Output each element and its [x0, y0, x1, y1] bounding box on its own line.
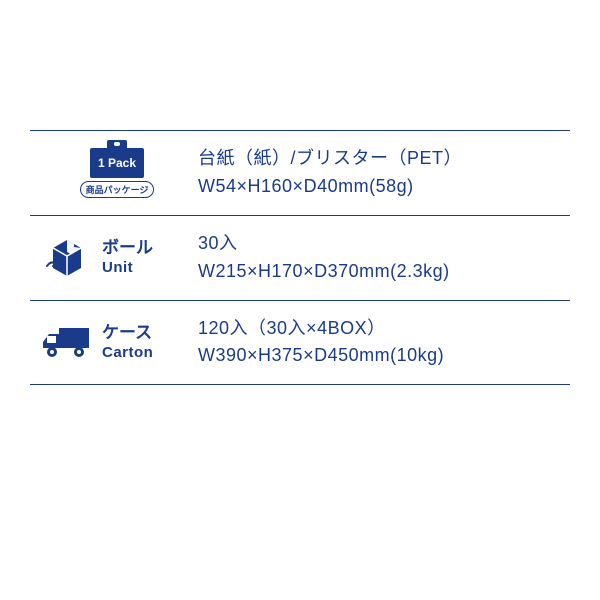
pack-icon: 1 Pack 商品パッケージ: [80, 148, 155, 198]
unit-spec-line2: W215×H170×D370mm(2.3kg): [198, 261, 450, 281]
box-icon: [43, 236, 91, 280]
row-pack: 1 Pack 商品パッケージ 台紙（紙）/ブリスター（PET） W54×H160…: [30, 130, 570, 216]
unit-icon-cell: [36, 236, 98, 280]
carton-label-jp: ケース: [102, 323, 198, 343]
pack-icon-sublabel: 商品パッケージ: [80, 181, 155, 198]
pack-icon-cell: 1 Pack 商品パッケージ: [36, 148, 198, 198]
carton-spec: 120入（30入×4BOX） W390×H375×D450mm(10kg): [198, 315, 570, 371]
unit-label-en: Unit: [102, 259, 198, 277]
pack-icon-label: 1 Pack: [98, 156, 136, 170]
unit-spec: 30入 W215×H170×D370mm(2.3kg): [198, 230, 570, 286]
pack-tab-icon: [107, 140, 127, 150]
row-unit: ボール Unit 30入 W215×H170×D370mm(2.3kg): [30, 215, 570, 301]
carton-spec-line2: W390×H375×D450mm(10kg): [198, 345, 444, 365]
pack-card: 1 Pack: [90, 148, 144, 178]
pack-spec: 台紙（紙）/ブリスター（PET） W54×H160×D40mm(58g): [198, 145, 570, 201]
carton-spec-line1: 120入（30入×4BOX）: [198, 318, 386, 338]
carton-label: ケース Carton: [98, 323, 198, 361]
unit-label-jp: ボール: [102, 238, 198, 258]
carton-icon-cell: [36, 322, 98, 362]
truck-icon: [39, 322, 95, 362]
pack-spec-line2: W54×H160×D40mm(58g): [198, 176, 414, 196]
unit-label: ボール Unit: [98, 238, 198, 276]
row-carton: ケース Carton 120入（30入×4BOX） W390×H375×D450…: [30, 300, 570, 386]
carton-label-en: Carton: [102, 344, 198, 362]
pack-spec-line1: 台紙（紙）/ブリスター（PET）: [198, 148, 462, 168]
unit-spec-line1: 30入: [198, 233, 238, 253]
